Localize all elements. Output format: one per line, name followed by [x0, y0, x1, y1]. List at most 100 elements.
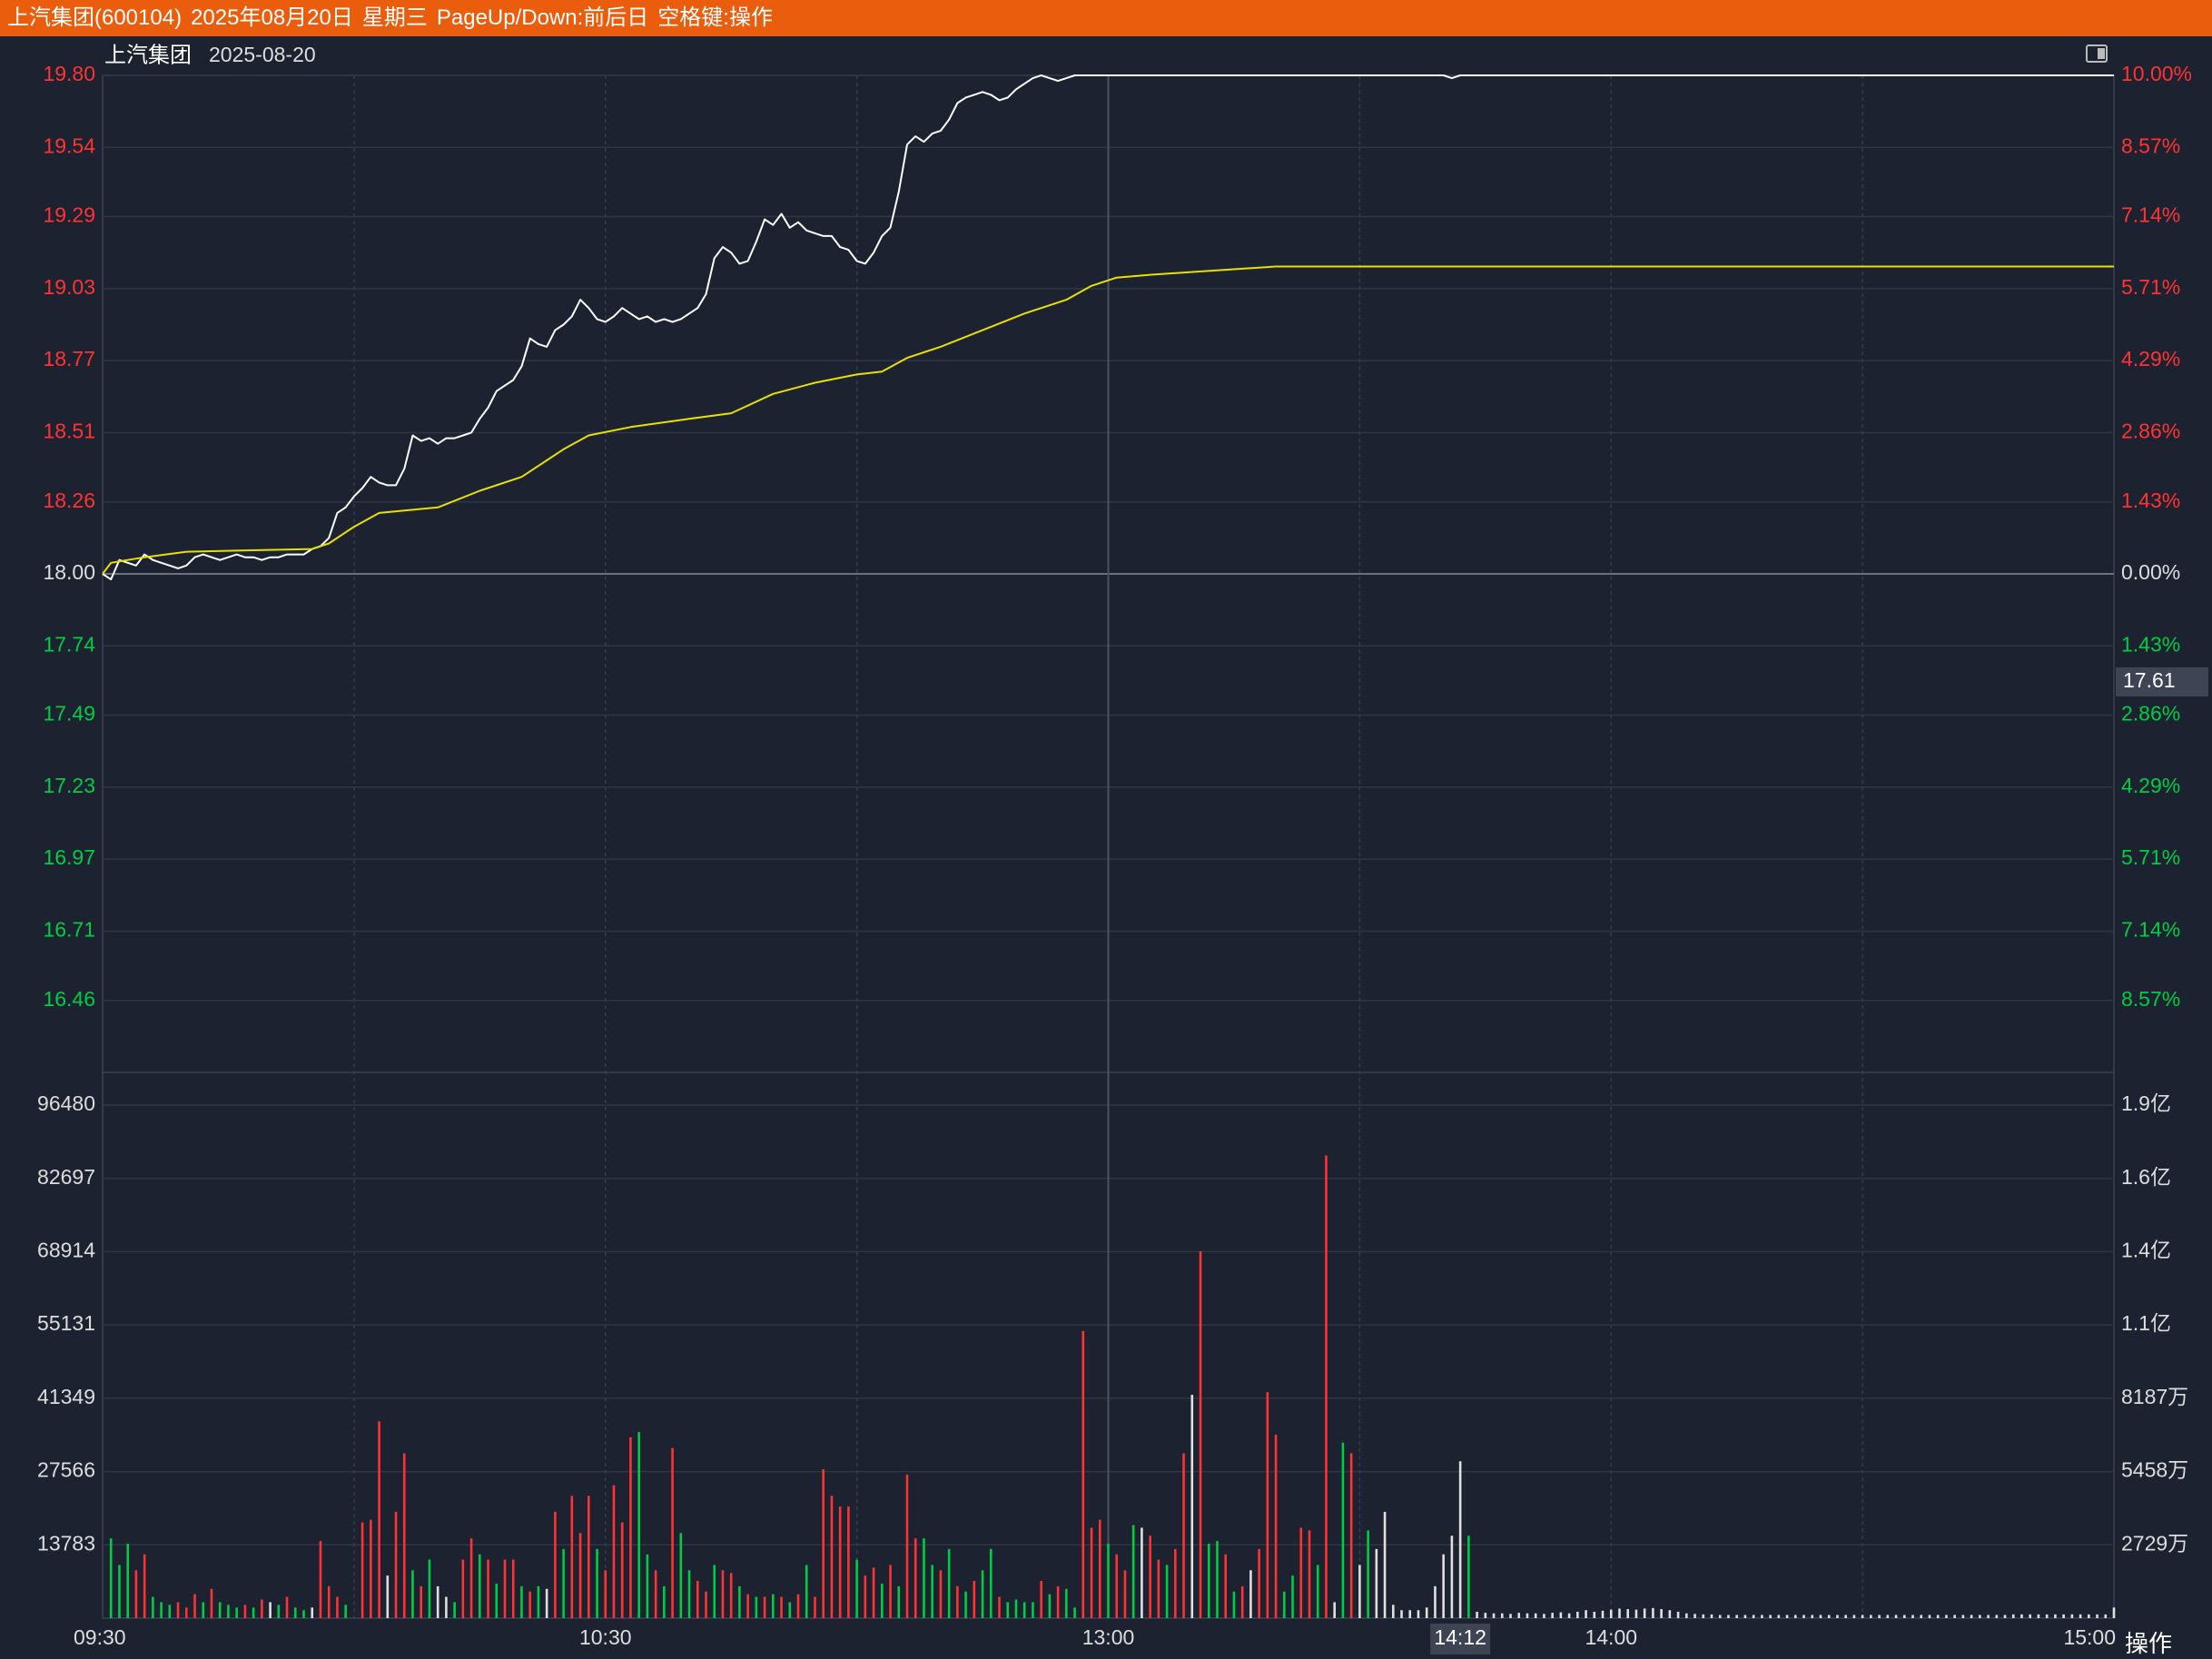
amount-tick-label: 5458万 — [2121, 1458, 2188, 1482]
volume-bar — [160, 1602, 163, 1618]
intraday-chart[interactable]: 19.80 10.00% 19.54 8.57% 19.29 7.14% 19.03 5.71… — [0, 36, 2212, 1659]
volume-bar — [1358, 1565, 1361, 1618]
volume-bar — [814, 1596, 816, 1618]
volume-bar — [436, 1585, 439, 1618]
volume-bar — [327, 1585, 331, 1618]
volume-tick-label: 96480 — [37, 1091, 95, 1115]
average-price-line — [102, 265, 2114, 575]
volume-bar — [1777, 1615, 1781, 1618]
volume-bar — [612, 1485, 616, 1618]
volume-bar — [1652, 1607, 1654, 1618]
volume-bar — [1375, 1548, 1378, 1618]
volume-bar — [1258, 1548, 1260, 1618]
volume-bar — [1349, 1453, 1353, 1618]
volume-bar — [1458, 1461, 1462, 1618]
volume-bar — [1559, 1612, 1563, 1618]
volume-bar — [1802, 1615, 1805, 1618]
volume-bar — [755, 1596, 758, 1618]
amount-tick-label: 1.1亿 — [2121, 1311, 2171, 1335]
volume-bar — [1174, 1548, 1177, 1618]
volume-bar — [973, 1581, 976, 1618]
volume-bar — [822, 1469, 825, 1618]
volume-bar — [923, 1538, 925, 1618]
volume-bar — [1149, 1536, 1151, 1618]
volume-bar — [1676, 1611, 1680, 1618]
amount-tick-label: 2729万 — [2121, 1531, 2188, 1555]
volume-bar — [461, 1559, 465, 1618]
volume-bar — [109, 1538, 113, 1618]
volume-bar — [386, 1575, 390, 1618]
volume-bar — [1727, 1615, 1730, 1618]
volume-bar — [402, 1453, 406, 1618]
volume-bar — [1408, 1610, 1412, 1618]
volume-bar — [1492, 1613, 1496, 1618]
volume-bar — [277, 1605, 281, 1618]
volume-bar — [1434, 1585, 1437, 1618]
volume-bar — [881, 1583, 884, 1618]
volume-bar — [2045, 1614, 2049, 1618]
volume-bar — [469, 1538, 473, 1618]
volume-bar — [1543, 1614, 1545, 1618]
volume-bar — [1032, 1602, 1034, 1618]
volume-bar — [1819, 1615, 1822, 1618]
title-bar: 上汽集团(600104) 2025年08月20日 星期三 PageUp/Down:前后… — [0, 0, 2212, 36]
time-tick-label: 15:00 — [2063, 1625, 2116, 1649]
volume-bar — [202, 1602, 205, 1618]
volume-bar — [394, 1511, 398, 1618]
volume-bar — [319, 1541, 322, 1618]
volume-bar — [1626, 1609, 1630, 1618]
volume-bar — [646, 1554, 649, 1618]
volume-bar — [411, 1570, 414, 1618]
volume-bar — [1979, 1615, 1981, 1618]
volume-bar — [168, 1605, 172, 1618]
title-date: 2025年08月20日 — [191, 5, 353, 30]
volume-bar — [1567, 1613, 1571, 1618]
volume-bar — [1509, 1614, 1512, 1618]
volume-bar — [1878, 1615, 1881, 1618]
volume-bar — [905, 1474, 909, 1618]
volume-bar — [847, 1506, 850, 1618]
volume-bar — [479, 1554, 481, 1618]
volume-bar — [1299, 1527, 1303, 1618]
operate-button[interactable]: 操作 — [2125, 1630, 2173, 1657]
volume-bar — [780, 1596, 783, 1618]
volume-bar — [1056, 1585, 1060, 1618]
volume-bar — [495, 1583, 499, 1618]
volume-bar — [1660, 1609, 1663, 1618]
volume-bar — [939, 1570, 943, 1618]
volume-tick-label: 55131 — [37, 1311, 95, 1335]
volume-bar — [1006, 1602, 1010, 1618]
volume-bar — [1735, 1615, 1738, 1618]
volume-tick-label: 41349 — [37, 1385, 95, 1408]
volume-bar — [738, 1585, 741, 1618]
volume-bar — [344, 1605, 347, 1618]
volume-bar — [1341, 1442, 1345, 1618]
volume-bar — [336, 1596, 339, 1618]
volume-bar — [2096, 1614, 2098, 1618]
restore-icon[interactable] — [2086, 44, 2108, 63]
volume-bar — [193, 1594, 196, 1618]
volume-bar — [1107, 1544, 1110, 1618]
volume-bar — [1517, 1613, 1521, 1618]
volume-bar — [1576, 1611, 1579, 1618]
volume-bar — [1500, 1613, 1504, 1618]
volume-bar — [1224, 1554, 1228, 1618]
volume-bar — [1718, 1615, 1722, 1618]
volume-bar — [520, 1585, 523, 1618]
crosshair-time-label: 14:12 — [1434, 1625, 1486, 1649]
volume-bar — [2029, 1614, 2032, 1618]
volume-bar — [981, 1570, 984, 1618]
price-line — [102, 74, 2114, 581]
volume-bar — [1249, 1570, 1252, 1618]
volume-bar — [176, 1602, 180, 1618]
amount-tick-label: 1.9亿 — [2121, 1091, 2171, 1115]
pct-tick-label: 8.57% — [2121, 987, 2180, 1011]
price-tick-label: 16.71 — [43, 918, 95, 942]
price-tick-label: 17.23 — [43, 774, 95, 797]
price-tick-label: 18.51 — [43, 420, 95, 443]
volume-bar — [1870, 1615, 1872, 1618]
volume-bar — [1752, 1615, 1755, 1618]
volume-bar — [487, 1559, 489, 1618]
volume-bar — [218, 1602, 222, 1618]
volume-bar — [570, 1496, 574, 1618]
